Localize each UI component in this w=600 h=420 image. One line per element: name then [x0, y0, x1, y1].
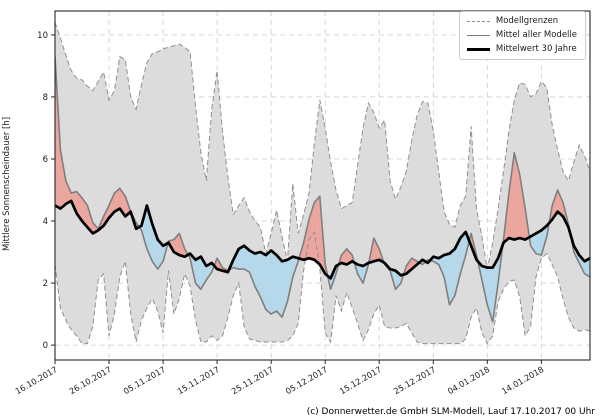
legend-label: Mittel aller Modelle [495, 30, 577, 40]
gray-line-sample-icon [466, 34, 490, 37]
dashed-line-sample-icon [466, 21, 490, 22]
y-tick-label: 0 [43, 341, 48, 351]
legend-item-modellgrenzen: Modellgrenzen [466, 16, 577, 27]
legend-label: Mittelwert 30 Jahre [495, 44, 577, 54]
y-axis-label: Mittlere Sonnenscheindauer [h] [2, 116, 12, 252]
legend-item-mittelwert-30-jahre: Mittelwert 30 Jahre [466, 44, 577, 55]
legend: Modellgrenzen Mittel aller Modelle Mitte… [458, 11, 586, 60]
y-tick-label: 6 [43, 155, 48, 165]
y-tick-label: 10 [37, 31, 48, 41]
climate-mean-line [55, 199, 590, 280]
black-line-sample-icon [466, 48, 490, 51]
y-tick-label: 4 [43, 217, 48, 227]
plot-frame [54, 10, 591, 361]
model-mean-line [55, 56, 590, 323]
copyright-credit: (c) Donnerwetter.de GmbH SLM-Modell, Lau… [306, 407, 595, 417]
axis-ticks [51, 34, 542, 364]
legend-label: Modellgrenzen [495, 16, 559, 26]
plot-area [55, 22, 590, 345]
upper-model-bound-line [55, 22, 590, 270]
y-tick-label: 8 [43, 93, 48, 103]
y-tick-label: 2 [43, 279, 48, 289]
legend-item-mittel-aller-modelle: Mittel aller Modelle [466, 30, 577, 41]
